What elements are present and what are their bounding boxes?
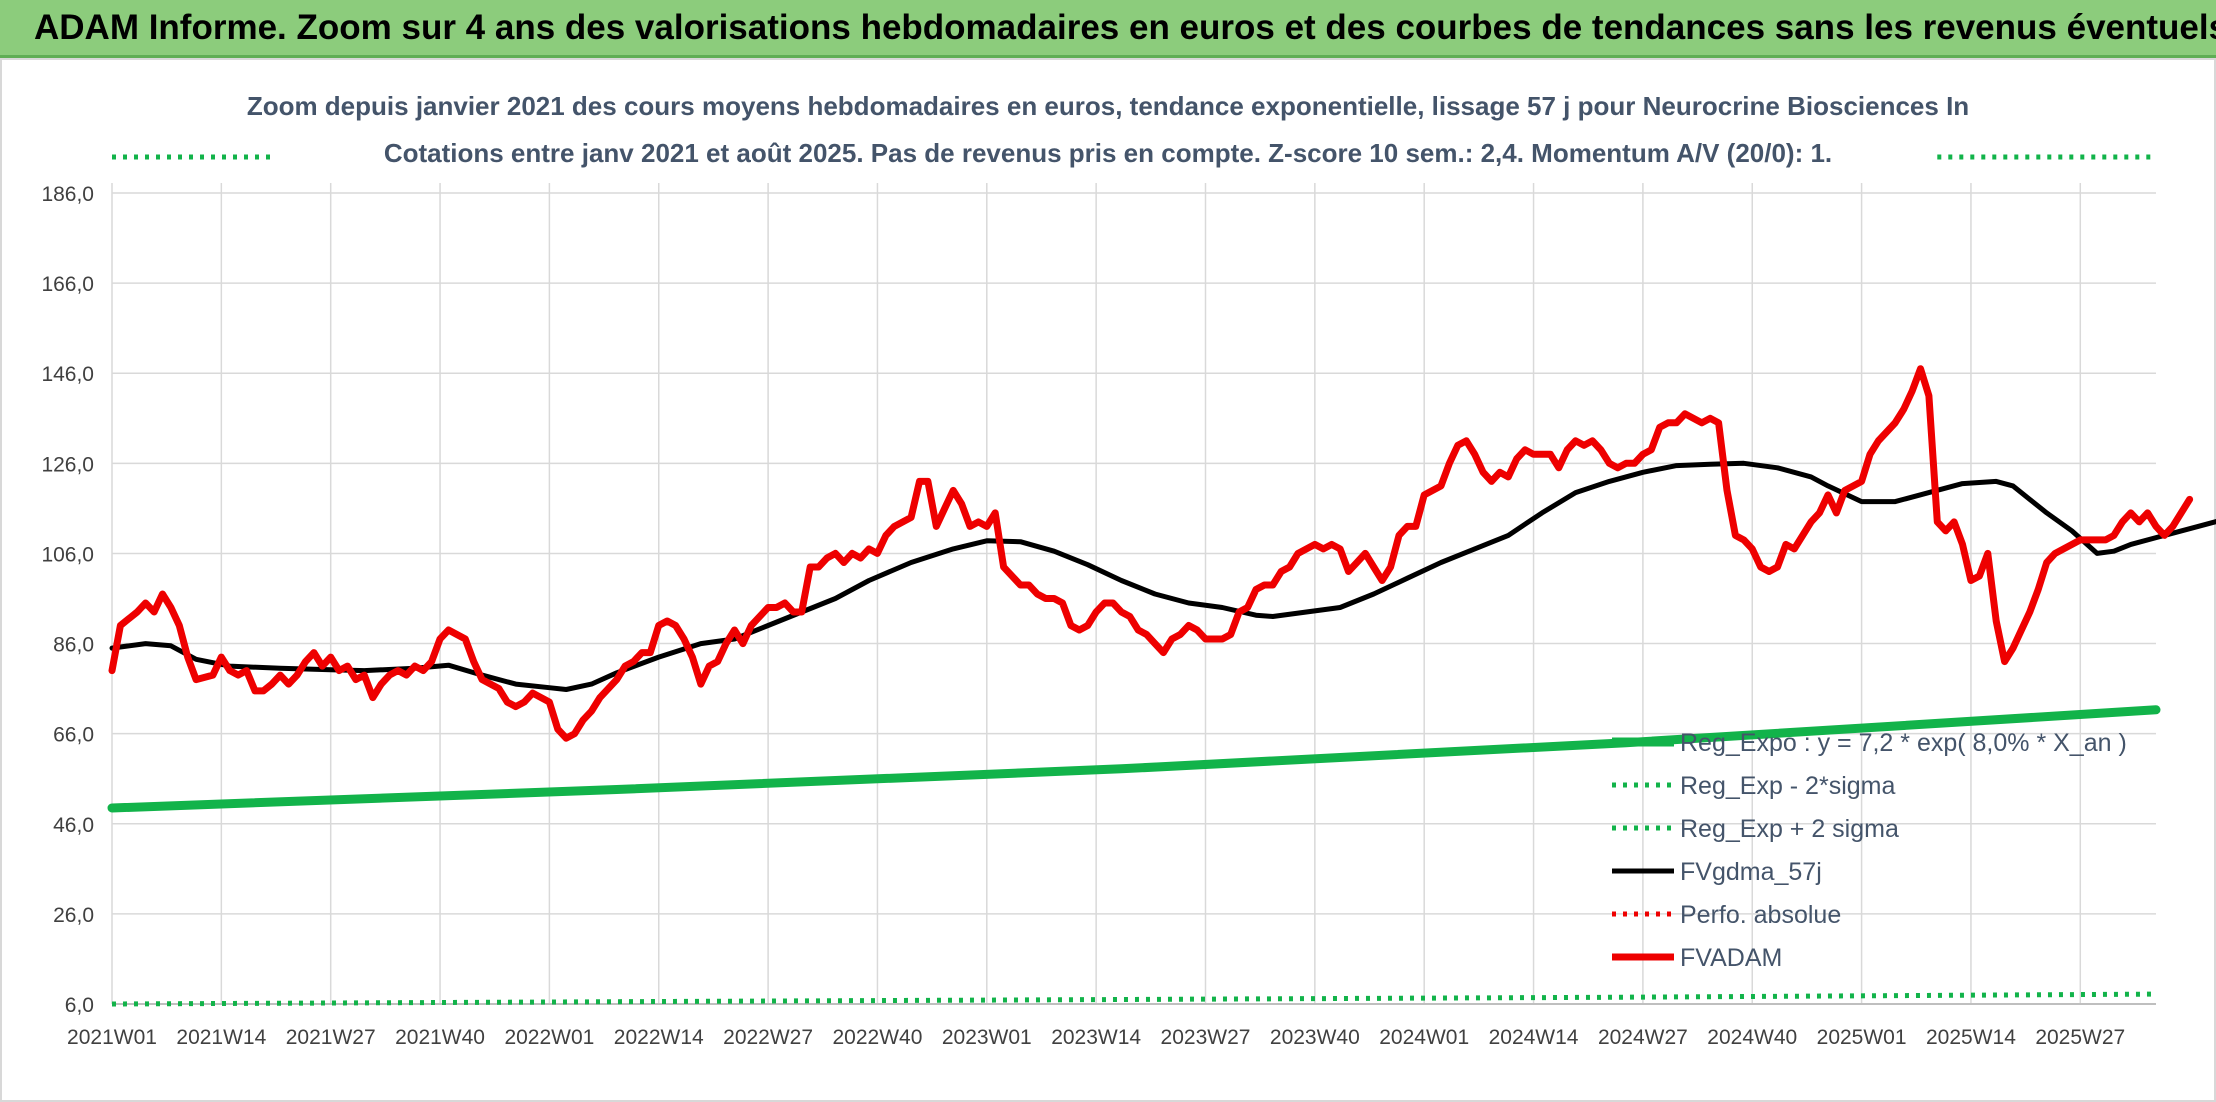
legend-label: FVgdma_57j xyxy=(1680,858,1822,886)
legend-label: Perfo. absolue xyxy=(1680,901,1841,929)
x-tick-label: 2023W01 xyxy=(942,1026,1032,1049)
x-tick-label: 2022W40 xyxy=(832,1026,922,1049)
y-tick-label: 86,0 xyxy=(53,634,94,657)
x-tick-label: 2021W14 xyxy=(176,1026,266,1049)
series-reg-expo-line xyxy=(107,705,2161,813)
x-tick-label: 2021W01 xyxy=(67,1026,157,1049)
series xyxy=(107,154,2216,1007)
x-tick-label: 2022W14 xyxy=(614,1026,704,1049)
chart-frame xyxy=(0,58,2216,1102)
y-tick-label: 126,0 xyxy=(41,453,94,476)
x-tick-label: 2022W01 xyxy=(504,1026,594,1049)
chart-title: Zoom depuis janvier 2021 des cours moyen… xyxy=(247,91,1969,121)
banner-title: ADAM Informe. Zoom sur 4 ans des valoris… xyxy=(34,8,2216,47)
series-reg-exp-line xyxy=(111,991,2157,1007)
legend-label: Reg_Exp + 2 sigma xyxy=(1680,815,1899,843)
y-tick-label: 146,0 xyxy=(41,363,94,386)
x-tick-label: 2025W01 xyxy=(1817,1026,1907,1049)
y-tick-label: 46,0 xyxy=(53,814,94,837)
x-tick-label: 2021W27 xyxy=(286,1026,376,1049)
series-fvgdma-57j-line xyxy=(109,460,2216,692)
y-tick-label: 106,0 xyxy=(41,543,94,566)
legend-label: Reg_Exp - 2*sigma xyxy=(1680,772,1895,800)
legend-label: Reg_Expo : y = 7,2 * exp( 8,0% * X_an ) xyxy=(1680,729,2127,757)
x-tick-label: 2024W01 xyxy=(1379,1026,1469,1049)
legend: Reg_Expo : y = 7,2 * exp( 8,0% * X_an ) R… xyxy=(1612,729,2127,972)
x-axis: 2021W01 2021W14 2021W27 2021W40 2022W01 2022W… xyxy=(67,1003,2156,1049)
x-tick-label: 2025W14 xyxy=(1926,1026,2016,1049)
gridlines xyxy=(111,183,2156,1005)
chart-titles: Zoom depuis janvier 2021 des cours moyen… xyxy=(247,91,1969,168)
series-fvadam-line xyxy=(108,365,2194,742)
x-tick-label: 2024W14 xyxy=(1489,1026,1579,1049)
x-tick-label: 2025W27 xyxy=(2035,1026,2125,1049)
legend-label: FVADAM xyxy=(1680,944,1782,972)
x-tick-label: 2023W40 xyxy=(1270,1026,1360,1049)
y-tick-label: 66,0 xyxy=(53,724,94,747)
report-banner: ADAM Informe. Zoom sur 4 ans des valoris… xyxy=(0,0,2216,58)
x-tick-label: 2021W40 xyxy=(395,1026,485,1049)
x-tick-label: 2024W40 xyxy=(1707,1026,1797,1049)
y-tick-label: 186,0 xyxy=(41,183,94,206)
y-tick-label: 6,0 xyxy=(65,994,94,1017)
y-tick-label: 26,0 xyxy=(53,904,94,927)
chart-subtitle: Cotations entre janv 2021 et août 2025. … xyxy=(384,138,1832,168)
x-tick-label: 2024W27 xyxy=(1598,1026,1688,1049)
x-tick-label: 2022W27 xyxy=(723,1026,813,1049)
x-tick-label: 2023W14 xyxy=(1051,1026,1141,1049)
y-tick-label: 166,0 xyxy=(41,273,94,296)
x-tick-label: 2023W27 xyxy=(1161,1026,1251,1049)
y-axis: 6,0 26,0 46,0 66,0 86,0 106,0 126,0 146,0 166,0 1… xyxy=(41,183,94,1017)
